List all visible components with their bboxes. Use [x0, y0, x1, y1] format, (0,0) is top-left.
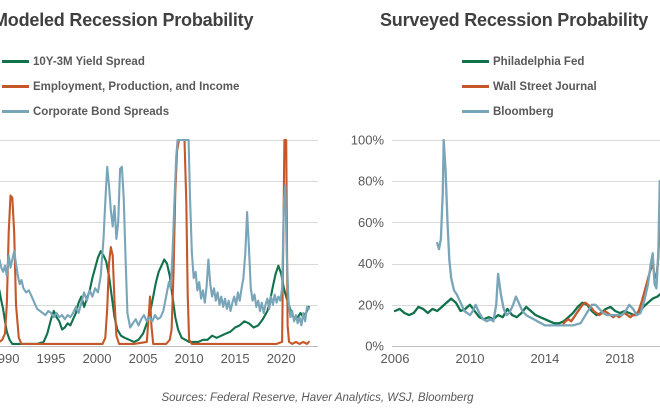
series-line-10y-3m-yield-spread [0, 250, 310, 345]
legend-item-employment-production-and-income: Employment, Production, and Income [2, 80, 239, 93]
source-note: Sources: Federal Reserve, Haver Analytic… [161, 392, 474, 404]
y-axis-tick-label: 0% [365, 339, 384, 354]
x-axis-tick-label: 2020 [267, 351, 296, 366]
x-axis-tick-label: 1990 [0, 351, 19, 366]
legend-item-philadelphia-fed: Philadelphia Fed [462, 55, 597, 68]
legend-item-bloomberg: Bloomberg [462, 105, 597, 118]
legend-item-wall-street-journal: Wall Street Journal [462, 80, 597, 93]
legend-swatch [462, 60, 489, 63]
y-axis-tick-label: 20% [358, 297, 384, 312]
series-line-corporate-bond-spreads [0, 138, 310, 329]
y-axis-tick-label: 80% [358, 174, 384, 189]
x-axis-tick-label: 2018 [605, 351, 634, 366]
legend-swatch [2, 110, 29, 113]
legend-item-label: Bloomberg [493, 105, 554, 118]
legend-swatch [2, 85, 29, 88]
y-axis-tick-label: 100% [351, 133, 385, 148]
legend-swatch [2, 60, 29, 63]
legend-item-10y-3m-yield-spread: 10Y-3M Yield Spread [2, 55, 239, 68]
right-chart-title: Surveyed Recession Probability [380, 10, 649, 30]
legend-swatch [462, 110, 489, 113]
legend-item-label: 10Y-3M Yield Spread [33, 55, 145, 68]
legend-item-label: Philadelphia Fed [493, 55, 585, 68]
legend-swatch [462, 85, 489, 88]
right-chart-legend: Philadelphia Fed Wall Street Journal Bloom… [462, 55, 597, 130]
legend-item-label: Wall Street Journal [493, 80, 597, 93]
left-chart-title: Modeled Recession Probability [0, 10, 254, 30]
x-axis-tick-label: 2014 [530, 351, 559, 366]
series-line-bloomberg [436, 138, 660, 327]
x-axis-tick-label: 2000 [83, 351, 112, 366]
x-axis-tick-label: 1995 [37, 351, 66, 366]
y-axis-tick-label: 60% [358, 215, 384, 230]
legend-item-corporate-bond-spreads: Corporate Bond Spreads [2, 105, 239, 118]
x-axis-tick-label: 2010 [456, 351, 485, 366]
x-axis-tick-label: 2005 [129, 351, 158, 366]
x-axis-tick-label: 2006 [381, 351, 410, 366]
legend-item-label: Corporate Bond Spreads [33, 105, 170, 118]
legend-item-label: Employment, Production, and Income [33, 80, 240, 93]
x-axis-tick-label: 2010 [175, 351, 204, 366]
series-line-philadelphia-fed [393, 293, 660, 325]
left-chart-legend: 10Y-3M Yield Spread Employment, Productio… [2, 55, 239, 130]
series-line-wall-street-journal [562, 217, 660, 325]
y-axis-tick-label: 40% [358, 256, 384, 271]
x-axis-tick-label: 2015 [221, 351, 250, 366]
